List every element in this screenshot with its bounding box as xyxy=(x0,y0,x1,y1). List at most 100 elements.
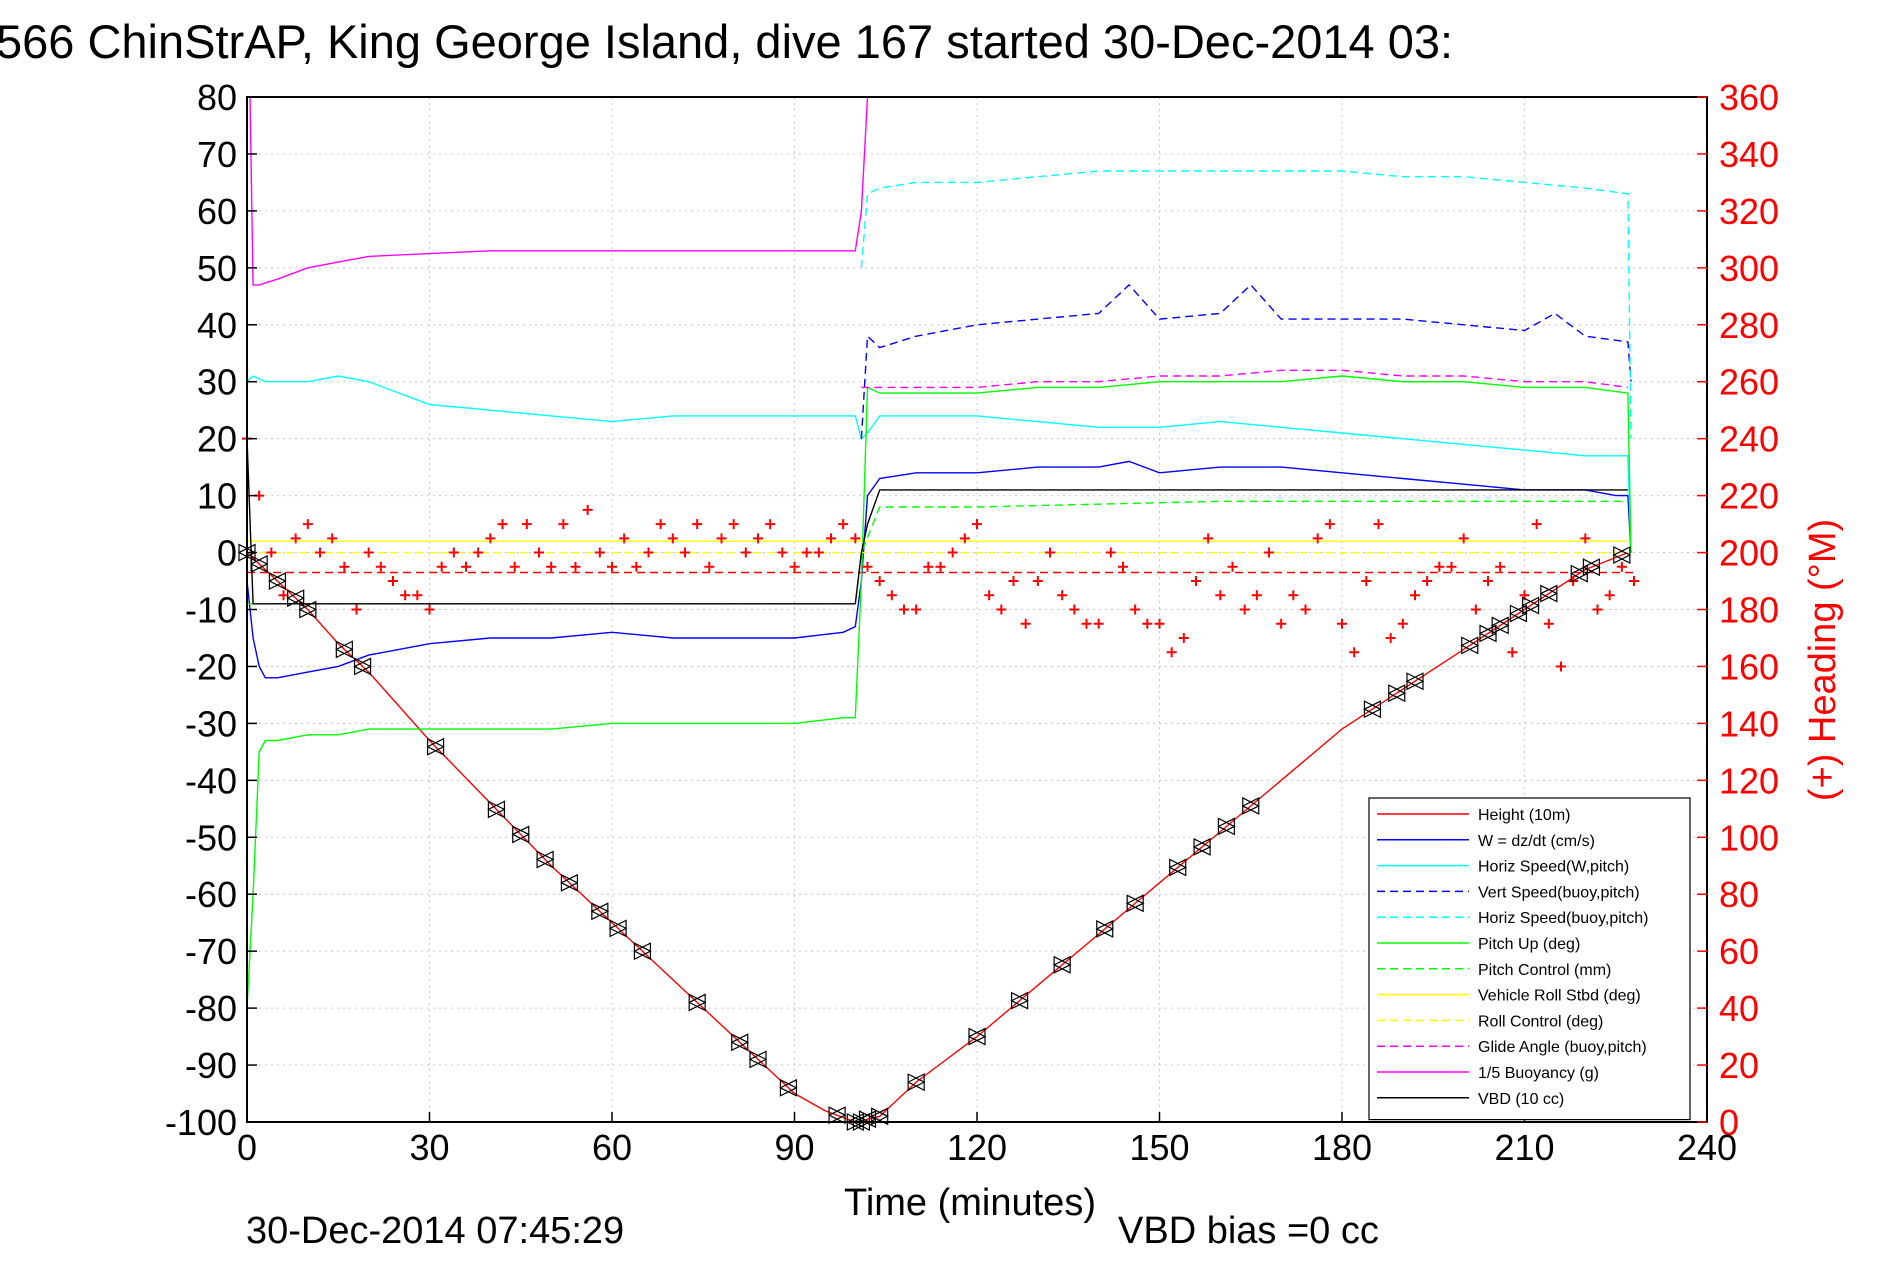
depth-marker xyxy=(1217,817,1236,836)
heading-point xyxy=(826,533,836,544)
heading-point xyxy=(424,604,435,615)
heading-point xyxy=(1191,576,1201,587)
depth-marker xyxy=(1095,919,1115,938)
left-tick-label: -50 xyxy=(185,817,237,858)
depth-marker xyxy=(1539,584,1559,603)
heading-point xyxy=(327,533,338,544)
heading-point xyxy=(412,590,423,601)
heading-point xyxy=(1616,561,1627,572)
heading-point xyxy=(1276,618,1287,629)
heading-point xyxy=(740,547,751,558)
depth-marker xyxy=(1125,894,1145,913)
legend-label-glide: Glide Angle (buoy,pitch) xyxy=(1478,1039,1647,1056)
depth-marker xyxy=(1241,796,1261,815)
left-axis: 80 70 60 50 40 30 20 10 0 -10 -20 -30 -40 -50 -60 -70 -8… xyxy=(165,77,257,1143)
heading-point xyxy=(1166,647,1177,658)
series-glide xyxy=(861,369,1628,389)
heading-point xyxy=(1604,590,1615,601)
left-tick-label: 40 xyxy=(197,305,237,346)
left-tick-label: 10 xyxy=(197,476,237,517)
depth-marker xyxy=(298,600,318,619)
x-tick-label: 150 xyxy=(1129,1127,1189,1168)
depth-marker xyxy=(748,1050,768,1069)
left-tick-label: -90 xyxy=(185,1045,237,1086)
left-tick-label: -40 xyxy=(185,760,237,801)
depth-marker xyxy=(967,1027,987,1046)
depth-marker xyxy=(870,1107,890,1126)
x-axis: 0 30 60 90 120 150 180 210 240 xyxy=(237,1112,1737,1168)
heading-point xyxy=(1081,618,1092,629)
right-tick-label: 360 xyxy=(1719,77,1779,118)
heading-point xyxy=(1446,561,1457,572)
heading-point xyxy=(1020,618,1031,629)
heading-point xyxy=(497,519,508,530)
right-tick-label: 120 xyxy=(1719,760,1779,801)
left-tick-label: 0 xyxy=(217,533,237,574)
heading-point xyxy=(570,561,581,572)
legend: Height (10m) W = dz/dt (cm/s) Horiz Speed(… xyxy=(1368,797,1691,1121)
heading-point xyxy=(923,561,934,572)
heading-point xyxy=(1629,576,1639,587)
heading-point xyxy=(375,561,386,572)
heading-point xyxy=(1288,590,1299,601)
right-tick-label: 200 xyxy=(1719,533,1779,574)
right-tick-label: 160 xyxy=(1719,646,1779,687)
right-tick-label: 260 xyxy=(1719,362,1779,403)
heading-point xyxy=(874,576,885,587)
heading-point xyxy=(959,533,970,544)
right-axis: 3603403203002802602402202001801601401201… xyxy=(1697,77,1779,1143)
left-tick-label: 60 xyxy=(197,191,237,232)
left-tick-label: -70 xyxy=(185,931,237,972)
heading-point xyxy=(789,561,800,572)
right-tick-label: 60 xyxy=(1719,931,1759,972)
heading-point xyxy=(899,604,909,615)
heading-point xyxy=(1154,618,1165,629)
heading-point xyxy=(1324,519,1335,530)
depth-markers xyxy=(237,543,1632,1131)
heading-point xyxy=(1032,576,1043,587)
heading-point xyxy=(838,519,849,530)
heading-point xyxy=(546,561,557,572)
legend-box xyxy=(1368,797,1691,1121)
heading-point xyxy=(461,561,471,572)
right-tick-label: 180 xyxy=(1719,590,1779,631)
series-group xyxy=(237,96,1639,1131)
heading-point xyxy=(1264,547,1274,558)
x-tick-label: 60 xyxy=(592,1127,632,1168)
heading-point xyxy=(1373,519,1384,530)
depth-marker xyxy=(633,942,652,961)
heading-point xyxy=(534,547,544,558)
heading-point xyxy=(448,547,459,558)
heading-point xyxy=(594,547,605,558)
heading-point xyxy=(278,590,289,601)
heading-point xyxy=(984,590,995,601)
legend-label-roll: Vehicle Roll Stbd (deg) xyxy=(1478,988,1641,1005)
heading-point xyxy=(680,547,690,558)
legend-label-buoyancy: 1/5 Buoyancy (g) xyxy=(1478,1065,1599,1082)
heading-point xyxy=(558,519,569,530)
timestamp: 30-Dec-2014 07:45:29 xyxy=(246,1210,624,1252)
depth-marker xyxy=(426,737,445,756)
heading-point xyxy=(947,547,958,558)
legend-label-pitch_ctrl: Pitch Control (mm) xyxy=(1478,962,1611,979)
depth-marker xyxy=(1582,558,1601,577)
heading-point xyxy=(1470,604,1481,615)
x-tick-label: 30 xyxy=(409,1127,449,1168)
heading-point xyxy=(862,561,873,572)
heading-point xyxy=(315,547,325,558)
left-tick-label: 70 xyxy=(197,134,237,175)
depth-marker xyxy=(730,1033,750,1052)
right-tick-label: 40 xyxy=(1719,988,1759,1029)
x-tick-label: 240 xyxy=(1677,1127,1737,1168)
depth-marker xyxy=(286,589,306,608)
depth-marker xyxy=(1363,700,1382,719)
depth-marker xyxy=(1612,546,1632,564)
right-tick-label: 100 xyxy=(1719,817,1779,858)
depth-marker xyxy=(608,919,628,938)
x-axis-label: Time (minutes) xyxy=(844,1182,1096,1224)
vbd-bias: VBD bias =0 cc xyxy=(1118,1210,1379,1252)
depth-marker xyxy=(858,1110,877,1129)
left-tick-label: -30 xyxy=(185,703,237,744)
depth-marker xyxy=(334,640,354,659)
heading-point xyxy=(1483,576,1493,587)
